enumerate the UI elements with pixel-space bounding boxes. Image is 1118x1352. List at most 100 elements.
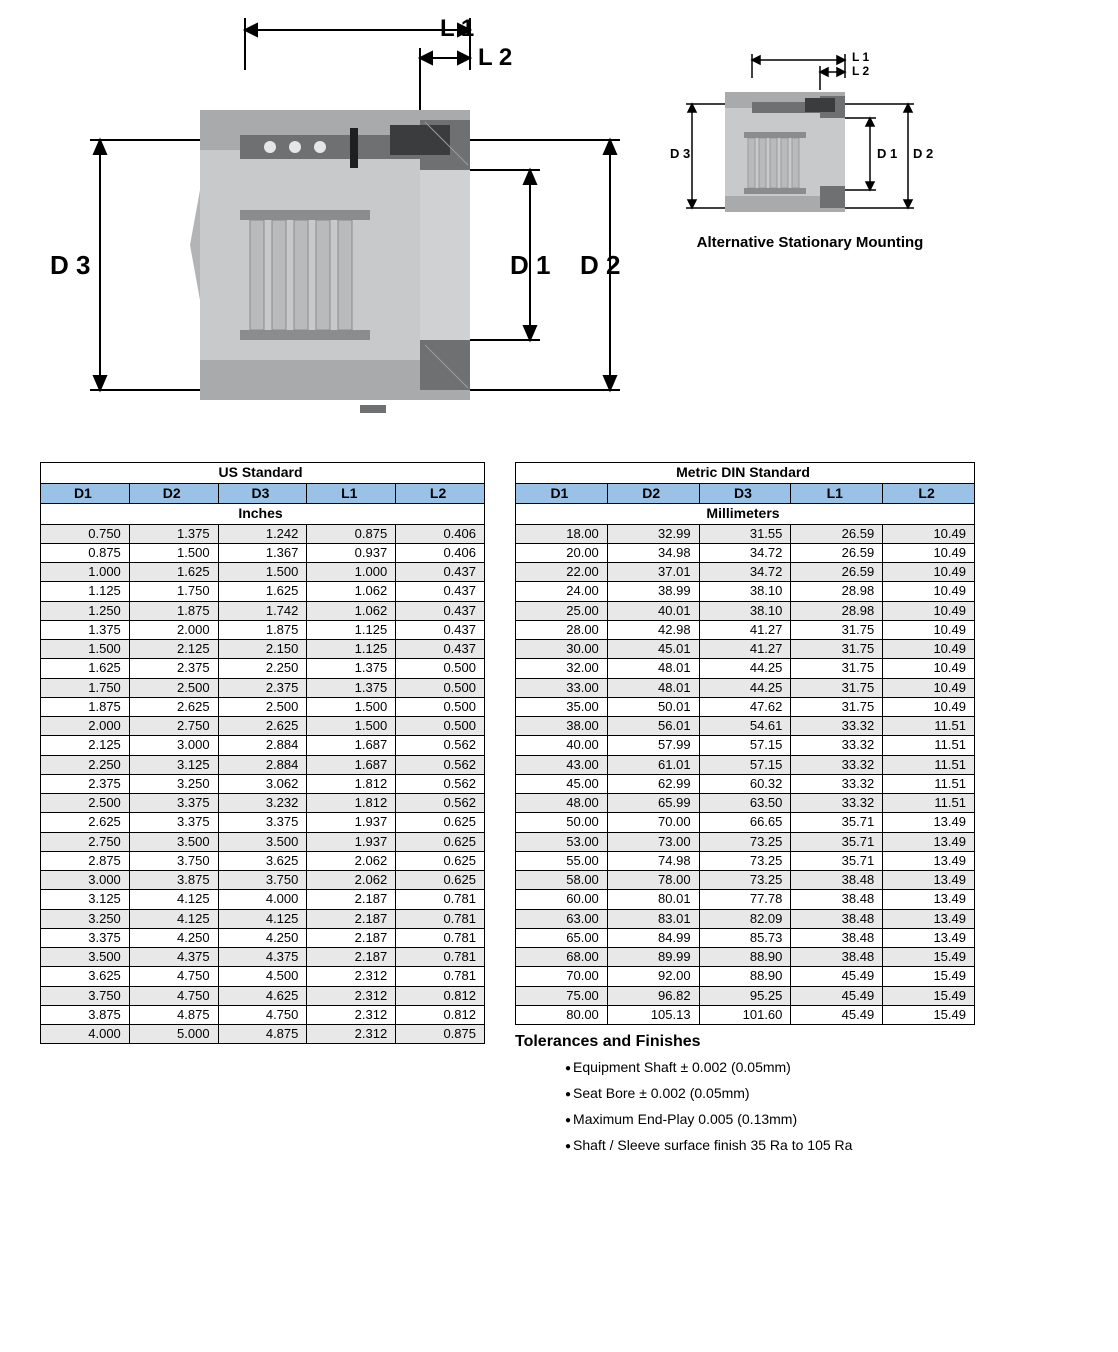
table-row: 43.0061.0157.1533.3211.51: [516, 755, 975, 774]
table-cell: 35.71: [791, 851, 883, 870]
table-cell: 57.15: [699, 736, 791, 755]
table-row: 25.0040.0138.1028.9810.49: [516, 601, 975, 620]
table-row: 3.3754.2504.2502.1870.781: [41, 928, 485, 947]
table-cell: 0.562: [396, 736, 485, 755]
table-cell: 10.49: [883, 543, 975, 562]
table-cell: 63.00: [516, 909, 608, 928]
table-cell: 25.00: [516, 601, 608, 620]
table-row: 60.0080.0177.7838.4813.49: [516, 890, 975, 909]
table-cell: 3.750: [129, 851, 218, 870]
table-cell: 74.98: [607, 851, 699, 870]
table-cell: 1.500: [41, 640, 130, 659]
label-d1: D 1: [510, 250, 550, 281]
table-cell: 22.00: [516, 563, 608, 582]
table-cell: 32.99: [607, 524, 699, 543]
table-row: 24.0038.9938.1028.9810.49: [516, 582, 975, 601]
table-cell: 34.72: [699, 563, 791, 582]
table-cell: 45.00: [516, 774, 608, 793]
table-cell: 10.49: [883, 620, 975, 639]
table-cell: 0.875: [396, 1025, 485, 1044]
table-cell: 3.375: [129, 813, 218, 832]
label-d2: D 2: [580, 250, 620, 281]
table-cell: 1.625: [41, 659, 130, 678]
table-cell: 13.49: [883, 871, 975, 890]
table-cell: 1.062: [307, 601, 396, 620]
table-cell: 4.125: [129, 909, 218, 928]
table-cell: 3.375: [218, 813, 307, 832]
table-row: 28.0042.9841.2731.7510.49: [516, 620, 975, 639]
table-cell: 83.01: [607, 909, 699, 928]
table-cell: 26.59: [791, 524, 883, 543]
table-cell: 2.125: [129, 640, 218, 659]
table-cell: 0.937: [307, 543, 396, 562]
column-header: L1: [791, 483, 883, 504]
table-cell: 32.00: [516, 659, 608, 678]
label-d3: D 3: [50, 250, 90, 281]
table-cell: 2.125: [41, 736, 130, 755]
metric-table-title: Metric DIN Standard: [516, 463, 975, 484]
table-cell: 2.187: [307, 909, 396, 928]
table-cell: 0.437: [396, 640, 485, 659]
table-row: 65.0084.9985.7338.4813.49: [516, 928, 975, 947]
table-cell: 0.781: [396, 890, 485, 909]
table-cell: 33.32: [791, 755, 883, 774]
table-cell: 2.187: [307, 928, 396, 947]
table-cell: 2.375: [129, 659, 218, 678]
table-cell: 73.25: [699, 851, 791, 870]
table-cell: 42.98: [607, 620, 699, 639]
table-cell: 10.49: [883, 697, 975, 716]
table-row: 40.0057.9957.1533.3211.51: [516, 736, 975, 755]
table-cell: 1.625: [129, 563, 218, 582]
table-cell: 38.48: [791, 909, 883, 928]
main-diagram: L 1 L 2 D 3 D 1 D 2: [40, 10, 640, 450]
us-table-title: US Standard: [41, 463, 485, 484]
table-cell: 48.00: [516, 794, 608, 813]
table-cell: 44.25: [699, 678, 791, 697]
table-cell: 105.13: [607, 1005, 699, 1024]
table-cell: 78.00: [607, 871, 699, 890]
table-cell: 20.00: [516, 543, 608, 562]
table-cell: 1.250: [41, 601, 130, 620]
table-cell: 1.875: [41, 697, 130, 716]
table-cell: 4.000: [41, 1025, 130, 1044]
table-cell: 41.27: [699, 620, 791, 639]
table-row: 2.2503.1252.8841.6870.562: [41, 755, 485, 774]
table-cell: 33.32: [791, 717, 883, 736]
alt-label-d2: D 2: [913, 146, 933, 161]
table-cell: 48.01: [607, 678, 699, 697]
us-units: Inches: [41, 504, 485, 525]
table-cell: 89.99: [607, 948, 699, 967]
table-cell: 61.01: [607, 755, 699, 774]
table-cell: 26.59: [791, 543, 883, 562]
table-cell: 66.65: [699, 813, 791, 832]
table-cell: 13.49: [883, 909, 975, 928]
table-cell: 1.742: [218, 601, 307, 620]
table-cell: 47.62: [699, 697, 791, 716]
table-cell: 0.562: [396, 774, 485, 793]
table-cell: 4.125: [129, 890, 218, 909]
table-cell: 31.55: [699, 524, 791, 543]
table-cell: 28.00: [516, 620, 608, 639]
table-cell: 13.49: [883, 928, 975, 947]
table-cell: 1.937: [307, 813, 396, 832]
table-cell: 0.406: [396, 543, 485, 562]
table-row: 0.7501.3751.2420.8750.406: [41, 524, 485, 543]
table-cell: 58.00: [516, 871, 608, 890]
table-cell: 0.625: [396, 813, 485, 832]
table-row: 2.3753.2503.0621.8120.562: [41, 774, 485, 793]
table-cell: 35.71: [791, 832, 883, 851]
table-cell: 2.062: [307, 851, 396, 870]
table-cell: 38.48: [791, 928, 883, 947]
table-cell: 10.49: [883, 601, 975, 620]
table-cell: 3.125: [129, 755, 218, 774]
table-cell: 31.75: [791, 697, 883, 716]
table-cell: 38.10: [699, 601, 791, 620]
table-cell: 0.781: [396, 928, 485, 947]
table-cell: 80.00: [516, 1005, 608, 1024]
table-cell: 13.49: [883, 813, 975, 832]
label-l1: L 1: [440, 15, 474, 43]
table-cell: 1.812: [307, 794, 396, 813]
table-cell: 1.500: [307, 717, 396, 736]
table-cell: 10.49: [883, 563, 975, 582]
table-cell: 0.500: [396, 697, 485, 716]
